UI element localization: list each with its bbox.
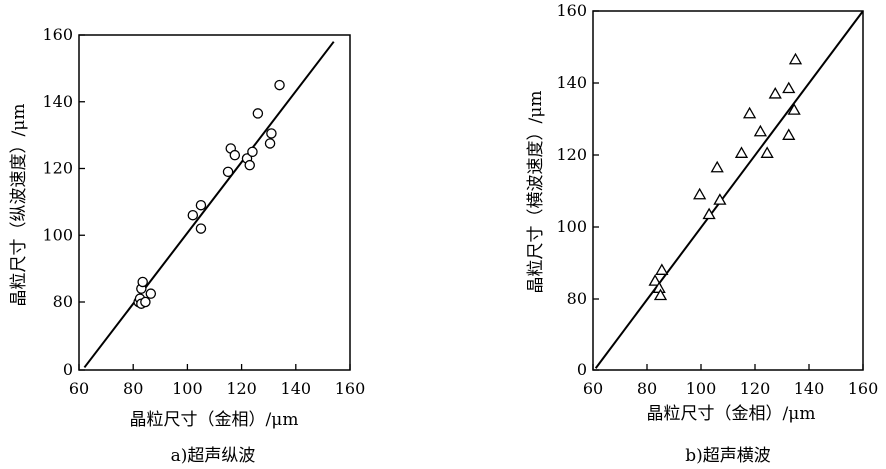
data-point xyxy=(137,276,148,288)
y-tick-labels: 0 80 100 120 140 160 xyxy=(42,25,73,379)
data-point xyxy=(187,209,199,221)
x-tick-labels: 60 80 100 120 140 160 xyxy=(69,379,365,398)
data-point xyxy=(266,128,277,139)
x-tick-label: 80 xyxy=(123,379,143,398)
chart-panel-a: 0 80 100 120 140 160 60 80 100 120 140 160 晶粒尺寸（金相… xyxy=(9,25,365,466)
data-point xyxy=(710,160,724,173)
x-tick-label: 80 xyxy=(637,379,657,398)
data-point xyxy=(760,146,774,158)
data-point xyxy=(195,223,207,234)
plot-frame xyxy=(78,34,351,371)
x-tick-labels: 60 80 100 120 140 160 xyxy=(583,379,878,398)
x-axis-label: 晶粒尺寸（金相）/μm xyxy=(130,410,299,430)
data-points xyxy=(133,79,285,309)
y-tick-label: 80 xyxy=(567,289,587,308)
y-tick-label: 80 xyxy=(53,292,73,311)
y-tick-labels: 0 80 100 120 140 160 xyxy=(556,1,587,379)
x-tick-label: 140 xyxy=(281,379,312,398)
y-tick-label: 140 xyxy=(556,73,587,92)
y-tick-label: 0 xyxy=(63,360,73,379)
data-points xyxy=(648,52,803,301)
y-tick-label: 120 xyxy=(42,159,73,178)
y-tick-label: 100 xyxy=(42,225,73,244)
plot-frame xyxy=(592,10,864,371)
y-tick-label: 120 xyxy=(556,145,587,164)
fit-line-group xyxy=(83,41,335,369)
y-tick-label: 160 xyxy=(556,1,587,20)
y-tick-label: 100 xyxy=(556,217,587,236)
x-tick-label: 60 xyxy=(69,379,89,398)
y-axis-label: 晶粒尺寸（纵波速度）/μm xyxy=(9,104,29,307)
data-point xyxy=(244,159,255,171)
x-tick-label: 160 xyxy=(335,379,366,398)
data-point xyxy=(247,146,258,158)
chart-caption: a)超声纵波 xyxy=(171,446,256,466)
y-axis-label: 晶粒尺寸（横波速度）/μm xyxy=(526,91,546,294)
data-point xyxy=(252,108,264,119)
data-point xyxy=(195,199,207,211)
data-point xyxy=(713,193,727,205)
x-tick-label: 160 xyxy=(848,379,879,398)
data-point xyxy=(788,52,803,65)
data-point xyxy=(782,81,796,94)
data-point xyxy=(702,207,716,220)
fit-line xyxy=(594,10,864,369)
axis-ticks xyxy=(78,34,351,371)
x-tick-label: 120 xyxy=(740,379,771,398)
data-point xyxy=(653,288,668,301)
x-axis-label: 晶粒尺寸（金相）/μm xyxy=(647,404,816,424)
x-tick-label: 60 xyxy=(583,379,603,398)
data-point xyxy=(229,149,241,161)
data-point xyxy=(734,146,749,158)
data-point xyxy=(787,103,801,115)
axis-ticks xyxy=(592,10,864,371)
data-point xyxy=(768,86,782,99)
data-point xyxy=(742,106,757,119)
data-point xyxy=(140,296,151,308)
fit-line xyxy=(83,41,335,369)
x-tick-label: 140 xyxy=(794,379,825,398)
data-point xyxy=(222,166,234,178)
data-point xyxy=(693,187,707,200)
data-point xyxy=(753,124,768,137)
data-point xyxy=(648,274,662,286)
chart-panel-b: 0 80 100 120 140 160 60 80 100 120 140 160 晶粒尺寸（金相… xyxy=(526,1,878,466)
fit-line-group xyxy=(594,10,864,369)
data-point xyxy=(655,263,669,275)
x-tick-label: 100 xyxy=(686,379,717,398)
y-tick-label: 160 xyxy=(42,25,73,44)
x-tick-label: 100 xyxy=(172,379,203,398)
y-tick-label: 140 xyxy=(42,92,73,111)
data-point xyxy=(145,288,157,299)
chart-caption: b)超声横波 xyxy=(685,446,771,466)
y-tick-label: 0 xyxy=(577,360,587,379)
x-tick-label: 120 xyxy=(226,379,257,398)
data-point xyxy=(274,79,285,91)
data-point xyxy=(264,138,276,149)
data-point xyxy=(782,128,796,140)
